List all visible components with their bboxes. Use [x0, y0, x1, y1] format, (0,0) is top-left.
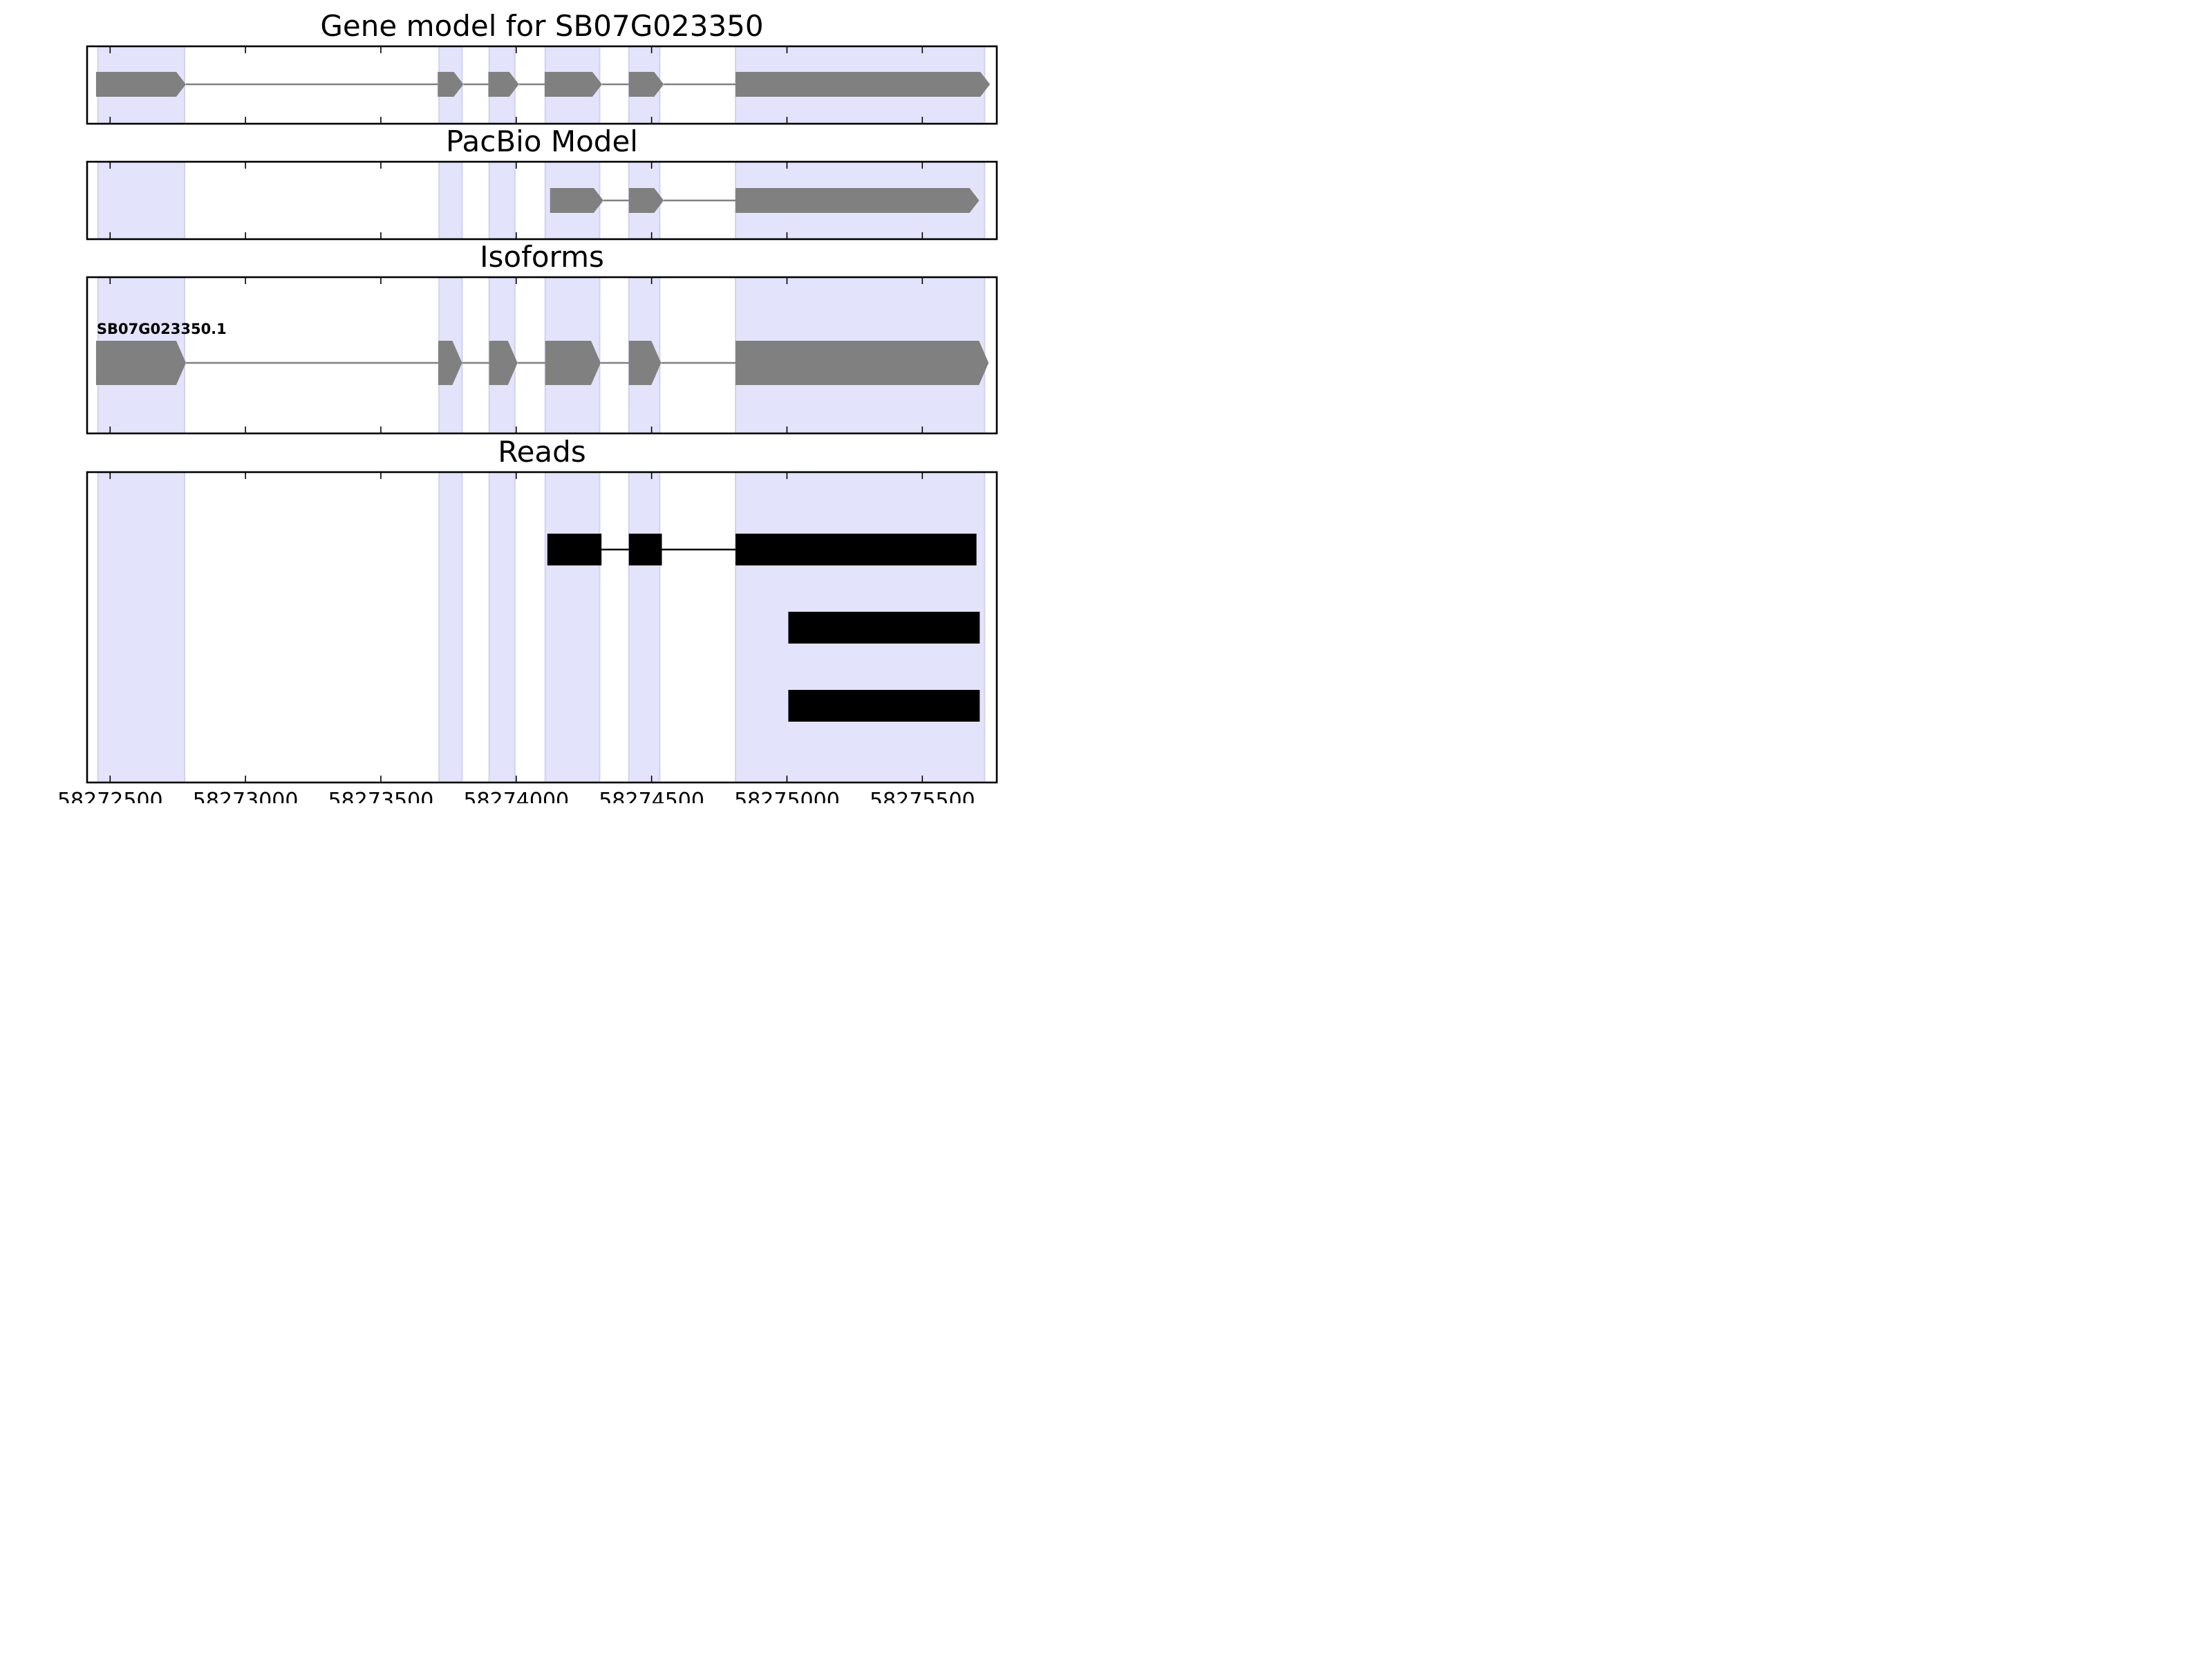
panel-gene_model: Gene model for SB07G023350: [86, 9, 998, 125]
exon-arrow: [488, 72, 519, 97]
exon-highlight-band: [488, 471, 516, 783]
exon-highlight-band: [97, 161, 186, 240]
panel-title: Isoforms: [480, 240, 604, 274]
exon-arrow: [735, 188, 980, 213]
x-tick-label: 58273500: [328, 789, 434, 803]
exon-arrow: [489, 341, 518, 385]
x-tick-label: 58272500: [57, 789, 163, 803]
exon-arrow: [550, 188, 603, 213]
panels-layer: Gene model for SB07G023350 PacBio Model Is…: [86, 9, 998, 784]
exon-highlight-band: [628, 471, 661, 783]
x-axis-tick-labels: 58272500 58273000 58273500 58274000 58274500…: [57, 789, 975, 803]
read-block: [788, 612, 980, 644]
x-tick-label: 58274000: [463, 789, 569, 803]
exon-highlight-band: [97, 471, 186, 783]
isoform-label: SB07G023350.1: [97, 321, 227, 337]
panel-frame: [86, 276, 998, 435]
panel-title: Reads: [498, 435, 585, 469]
exon-arrow: [545, 341, 601, 385]
exon-arrow: [628, 72, 664, 97]
panel-pacbio_model: PacBio Model: [86, 124, 998, 241]
exon-highlight-band: [438, 471, 463, 783]
panel-frame: [86, 45, 998, 125]
exon-arrow: [438, 72, 464, 97]
exon-arrow: [438, 341, 462, 385]
exon-arrow: [95, 341, 186, 385]
panel-reads: Reads: [86, 435, 998, 784]
exon-arrow: [95, 72, 186, 97]
exon-highlight-band: [438, 161, 463, 240]
panel-isoforms: Isoforms SB07G023350.1: [86, 240, 998, 435]
x-tick-label: 58273000: [193, 789, 299, 803]
panel-frame: [86, 471, 998, 784]
exon-arrow: [735, 72, 991, 97]
x-tick-label: 58275500: [870, 789, 975, 803]
panel-frame: [86, 160, 998, 241]
panel-title: PacBio Model: [446, 124, 638, 158]
exon-highlight-band: [544, 471, 601, 783]
exon-arrow: [735, 341, 989, 385]
read-block: [735, 534, 977, 565]
x-tick-label: 58274500: [599, 789, 704, 803]
x-tick-label: 58275000: [734, 789, 840, 803]
panel-title: Gene model for SB07G023350: [320, 9, 763, 43]
read-block: [628, 534, 662, 565]
exon-arrow: [628, 188, 664, 213]
read-block: [788, 690, 980, 722]
read-block: [547, 534, 602, 565]
exon-arrow: [544, 72, 602, 97]
exon-arrow: [628, 341, 662, 385]
exon-highlight-band: [488, 161, 516, 240]
gene-figure: Gene model for SB07G023350 PacBio Model Is…: [57, 9, 998, 803]
